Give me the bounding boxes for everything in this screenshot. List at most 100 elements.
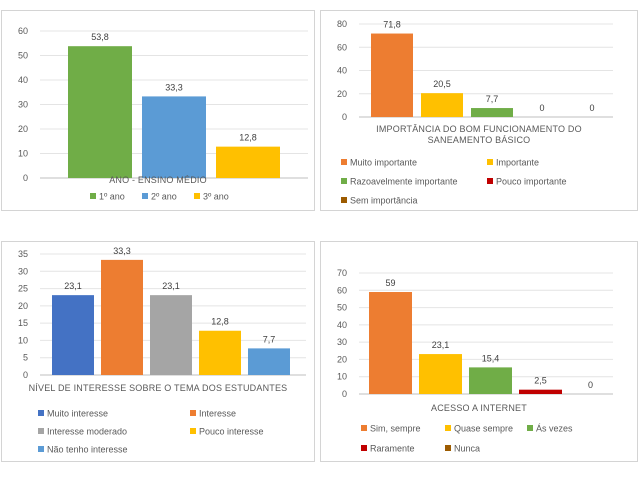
chart-panel-saneamento: 0 20 40 60 80 71,8 20,5 7,7 0 0 IMPORTÂNCIA DO BO…: [320, 10, 638, 211]
y-tick-label: 80: [337, 19, 347, 29]
chart-legend: Sim, sempre Quase sempre Ás vezes Rarame…: [321, 423, 639, 461]
legend-label: Interesse moderado: [47, 426, 128, 437]
legend-swatch: [38, 427, 44, 434]
data-label: 12,8: [239, 133, 257, 143]
data-label: 53,8: [91, 32, 109, 42]
legend-label: Sem importância: [350, 195, 418, 206]
data-label: 23,1: [162, 281, 180, 291]
legend-swatch: [38, 409, 44, 416]
y-tick-label: 0: [23, 370, 28, 380]
legend-swatch: [361, 424, 367, 431]
legend-item: Não tenho interesse: [38, 444, 128, 455]
chart-title: NÍVEL DE INTERESSE SOBRE O TEMA DOS ESTU…: [28, 383, 288, 393]
bar: [419, 354, 462, 394]
bar: [371, 33, 413, 117]
bar: [52, 295, 94, 375]
legend-label: 2º ano: [151, 191, 177, 202]
data-label: 0: [588, 380, 593, 390]
data-label: 71,8: [383, 20, 401, 30]
bar: [469, 367, 512, 394]
y-tick-label: 20: [18, 301, 28, 311]
data-label: 15,4: [482, 353, 500, 363]
data-label: 2,5: [534, 376, 547, 386]
legend-swatch: [527, 424, 533, 431]
bar: [199, 330, 241, 375]
y-tick-label: 10: [18, 149, 28, 159]
legend-item: Muito interesse: [38, 408, 108, 419]
legend-item: Sim, sempre: [361, 423, 421, 434]
legend-swatch: [445, 444, 451, 451]
legend-item: Interesse: [190, 408, 236, 419]
legend-swatch: [194, 192, 200, 199]
legend-label: Raramente: [370, 443, 415, 454]
legend-label: Razoavelmente importante: [350, 176, 458, 187]
y-tick-label: 70: [337, 268, 347, 278]
legend-swatch: [142, 192, 148, 199]
data-label: 7,7: [486, 94, 499, 104]
chart-nivel-interesse: 0 5 10 15 20 25 30 35 23,1 33,3 23,1 12,8 7,7: [18, 246, 306, 380]
bar: [248, 348, 290, 375]
legend-label: Nunca: [454, 443, 481, 454]
bar: [216, 146, 280, 178]
data-label: 0: [589, 103, 594, 113]
legend-item: Importante: [487, 157, 539, 168]
legend-item: 3º ano: [194, 191, 229, 202]
bar: [68, 46, 132, 178]
bar: [101, 259, 143, 375]
legend-swatch: [190, 427, 196, 434]
bar: [369, 292, 412, 394]
legend-label: Muito interesse: [47, 408, 109, 419]
legend-item: Ás vezes: [527, 423, 573, 434]
legend-swatch: [361, 444, 367, 451]
y-tick-label: 60: [337, 42, 347, 52]
y-tick-label: 35: [18, 249, 28, 259]
y-tick-label: 50: [18, 51, 28, 61]
y-tick-label: 30: [337, 337, 347, 347]
legend-label: Pouco importante: [496, 176, 567, 187]
y-tick-label: 40: [18, 75, 28, 85]
data-label: 33,3: [165, 82, 183, 92]
y-tick-label: 50: [337, 303, 347, 313]
legend-swatch: [341, 196, 347, 203]
chart-title: ANO - ENSINO MÉDIO: [109, 175, 207, 185]
legend-label: Pouco interesse: [199, 426, 264, 437]
legend-swatch: [190, 409, 196, 416]
bar: [150, 295, 192, 375]
chart-panel-internet: 0 10 20 30 40 50 60 70 59 23,1 15,4 2,5 0 ACESSO A I…: [320, 241, 638, 462]
legend-item: Razoavelmente importante: [341, 176, 458, 187]
legend-item: Interesse moderado: [38, 426, 127, 437]
chart-legend: Muito importante Importante Razoavelment…: [321, 157, 639, 209]
y-tick-label: 15: [18, 318, 28, 328]
legend-label: Não tenho interesse: [47, 444, 128, 455]
chart-panel-ano: 0 10 20 30 40 50 60 53,8 33,3 12,8 ANO - ENSINO M…: [1, 10, 315, 211]
y-tick-label: 60: [18, 26, 28, 36]
y-tick-label: 20: [337, 89, 347, 99]
legend-swatch: [445, 424, 451, 431]
chart-title: IMPORTÂNCIA DO BOM FUNCIONAMENTO DO SANE…: [321, 124, 637, 146]
legend-label: Importante: [496, 157, 540, 168]
y-tick-label: 20: [18, 124, 28, 134]
legend-swatch: [38, 445, 44, 452]
y-tick-label: 30: [18, 100, 28, 110]
data-label: 20,5: [433, 79, 451, 89]
y-tick-label: 10: [337, 372, 347, 382]
legend-item: Raramente: [361, 443, 415, 454]
chart-acesso-internet: 0 10 20 30 40 50 60 70 59 23,1 15,4 2,5 0: [337, 268, 613, 399]
legend-label: Muito importante: [350, 157, 418, 168]
y-tick-label: 30: [18, 266, 28, 276]
chart-title-line-1: IMPORTÂNCIA DO BOM FUNCIONAMENTO DO: [376, 124, 582, 134]
chart-importancia-saneamento: 0 20 40 60 80 71,8 20,5 7,7 0 0: [337, 19, 613, 122]
y-tick-label: 40: [337, 66, 347, 76]
legend-label: Interesse: [199, 408, 237, 419]
y-tick-label: 0: [342, 389, 347, 399]
data-label: 23,1: [64, 281, 82, 291]
y-tick-label: 5: [23, 353, 28, 363]
y-tick-label: 10: [18, 335, 28, 345]
legend-label: 1º ano: [99, 191, 125, 202]
y-tick-label: 0: [23, 173, 28, 183]
chart-ano-ensino-medio: 0 10 20 30 40 50 60 53,8 33,3 12,8: [18, 26, 308, 183]
legend-swatch: [341, 177, 347, 184]
chart-title-line-2: SANEAMENTO BÁSICO: [427, 135, 531, 145]
legend-swatch: [341, 158, 347, 165]
legend-item: Pouco importante: [487, 176, 567, 187]
